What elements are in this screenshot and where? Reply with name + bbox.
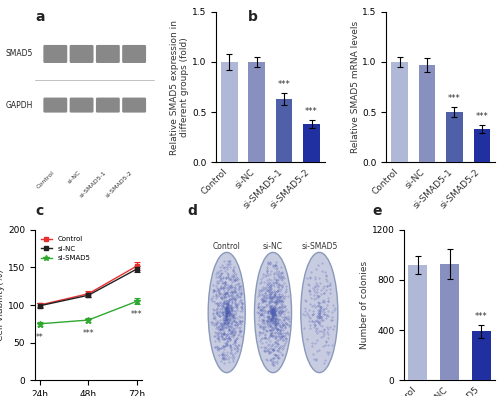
FancyBboxPatch shape: [96, 45, 120, 63]
Text: ***: ***: [278, 80, 290, 89]
FancyBboxPatch shape: [96, 97, 120, 112]
Bar: [440, 264, 459, 380]
FancyBboxPatch shape: [122, 97, 146, 112]
Bar: [472, 331, 491, 380]
Text: d: d: [188, 204, 198, 218]
Text: ***: ***: [131, 310, 143, 319]
Circle shape: [254, 252, 292, 373]
Text: si-NC: si-NC: [66, 170, 82, 185]
FancyBboxPatch shape: [44, 97, 67, 112]
Bar: [392, 62, 408, 162]
Circle shape: [208, 252, 245, 373]
Bar: [248, 62, 265, 162]
Y-axis label: Cell viability(%): Cell viability(%): [0, 269, 6, 341]
FancyBboxPatch shape: [70, 97, 94, 112]
Text: si-SMAD5: si-SMAD5: [301, 242, 338, 251]
Text: ***: ***: [476, 112, 488, 121]
Text: ***: ***: [448, 93, 461, 103]
Text: ***: ***: [475, 312, 488, 320]
Bar: [304, 124, 320, 162]
Legend: Control, si-NC, si-SMAD5: Control, si-NC, si-SMAD5: [38, 233, 93, 264]
Text: si-SMAD5-2: si-SMAD5-2: [106, 170, 134, 198]
Text: **: **: [36, 333, 44, 342]
Bar: [419, 65, 435, 162]
Text: ***: ***: [82, 329, 94, 338]
Text: ***: ***: [305, 107, 318, 116]
Bar: [408, 265, 428, 380]
Text: a: a: [35, 10, 44, 24]
Bar: [446, 112, 462, 162]
Text: c: c: [35, 204, 43, 218]
Text: GAPDH: GAPDH: [5, 101, 32, 110]
Text: si-SMAD5-1: si-SMAD5-1: [79, 170, 108, 198]
FancyBboxPatch shape: [122, 45, 146, 63]
Text: Control: Control: [213, 242, 240, 251]
Bar: [221, 62, 238, 162]
Y-axis label: Relative SMAD5 expression in
different groups (fold): Relative SMAD5 expression in different g…: [170, 19, 190, 154]
Text: b: b: [248, 10, 258, 24]
Text: si-NC: si-NC: [263, 242, 283, 251]
Y-axis label: Number of colonies: Number of colonies: [360, 261, 369, 349]
Bar: [474, 129, 490, 162]
Circle shape: [301, 252, 338, 373]
Text: Control: Control: [36, 170, 56, 189]
Bar: [276, 99, 292, 162]
Text: SMAD5: SMAD5: [5, 50, 32, 59]
FancyBboxPatch shape: [44, 45, 67, 63]
Y-axis label: Relative SMAD5 mRNA levels: Relative SMAD5 mRNA levels: [350, 21, 360, 153]
Text: e: e: [372, 204, 382, 218]
FancyBboxPatch shape: [70, 45, 94, 63]
